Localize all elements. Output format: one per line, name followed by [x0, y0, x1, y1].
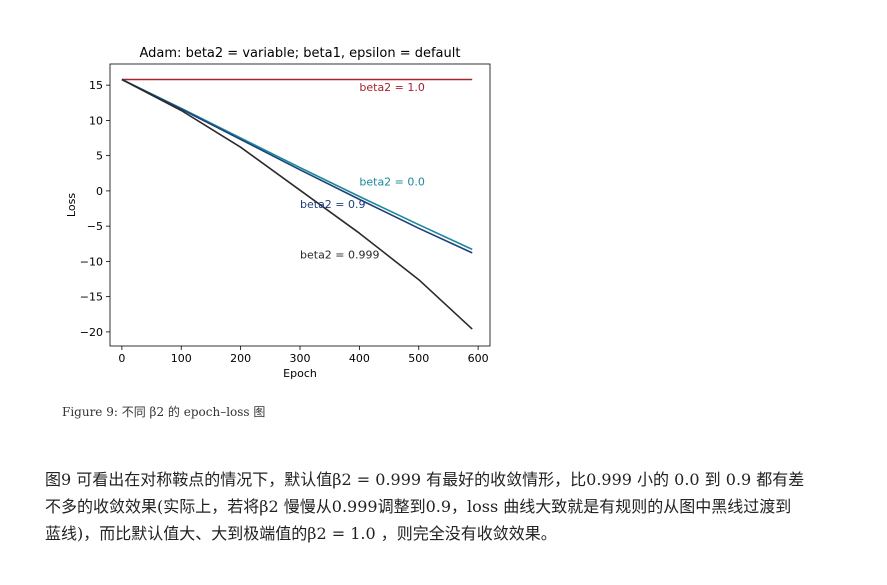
- x-tick-label: 0: [118, 352, 125, 365]
- series-annotation: beta2 = 1.0: [359, 81, 425, 94]
- y-tick-label: −15: [80, 291, 103, 304]
- y-axis: 15 10 5 0 −5 −10 −15 −20: [80, 79, 110, 339]
- series-labels: beta2 = 1.0 beta2 = 0.0 beta2 = 0.9 beta2 =…: [300, 81, 425, 262]
- x-axis-label: Epoch: [283, 367, 317, 380]
- loss-chart: Adam: beta2 = variable; beta1, epsilon =…: [65, 46, 491, 380]
- chart-title: Adam: beta2 = variable; beta1, epsilon =…: [140, 46, 461, 61]
- figure-caption: Figure 9: 不同 β2 的 epoch–loss 图: [62, 405, 266, 419]
- x-tick-label: 300: [290, 352, 311, 365]
- y-tick-label: 0: [96, 185, 103, 198]
- x-tick-label: 100: [171, 352, 192, 365]
- y-tick-label: −20: [80, 326, 103, 339]
- x-tick-label: 600: [468, 352, 489, 365]
- y-tick-label: −5: [87, 220, 103, 233]
- x-axis: 0 100 200 300 400 500 600: [118, 346, 489, 365]
- x-tick-label: 500: [408, 352, 429, 365]
- y-tick-label: 5: [96, 150, 103, 163]
- y-tick-label: −10: [80, 255, 103, 268]
- y-tick-label: 15: [89, 79, 103, 92]
- series-annotation: beta2 = 0.9: [300, 198, 366, 211]
- series-annotation: beta2 = 0.999: [300, 249, 380, 262]
- series-line-beta2-0-999: [121, 78, 473, 330]
- body-paragraph: 图9 可看出在对称鞍点的情况下，默认值β2 = 0.999 有最好的收敛情形，比…: [45, 470, 805, 543]
- series-annotation: beta2 = 0.0: [359, 175, 425, 188]
- x-tick-label: 200: [230, 352, 251, 365]
- series-line-beta2-0-9: [121, 78, 473, 254]
- y-axis-label: Loss: [65, 193, 78, 217]
- x-tick-label: 400: [349, 352, 370, 365]
- series-lines: [121, 78, 473, 330]
- y-tick-label: 10: [89, 114, 103, 127]
